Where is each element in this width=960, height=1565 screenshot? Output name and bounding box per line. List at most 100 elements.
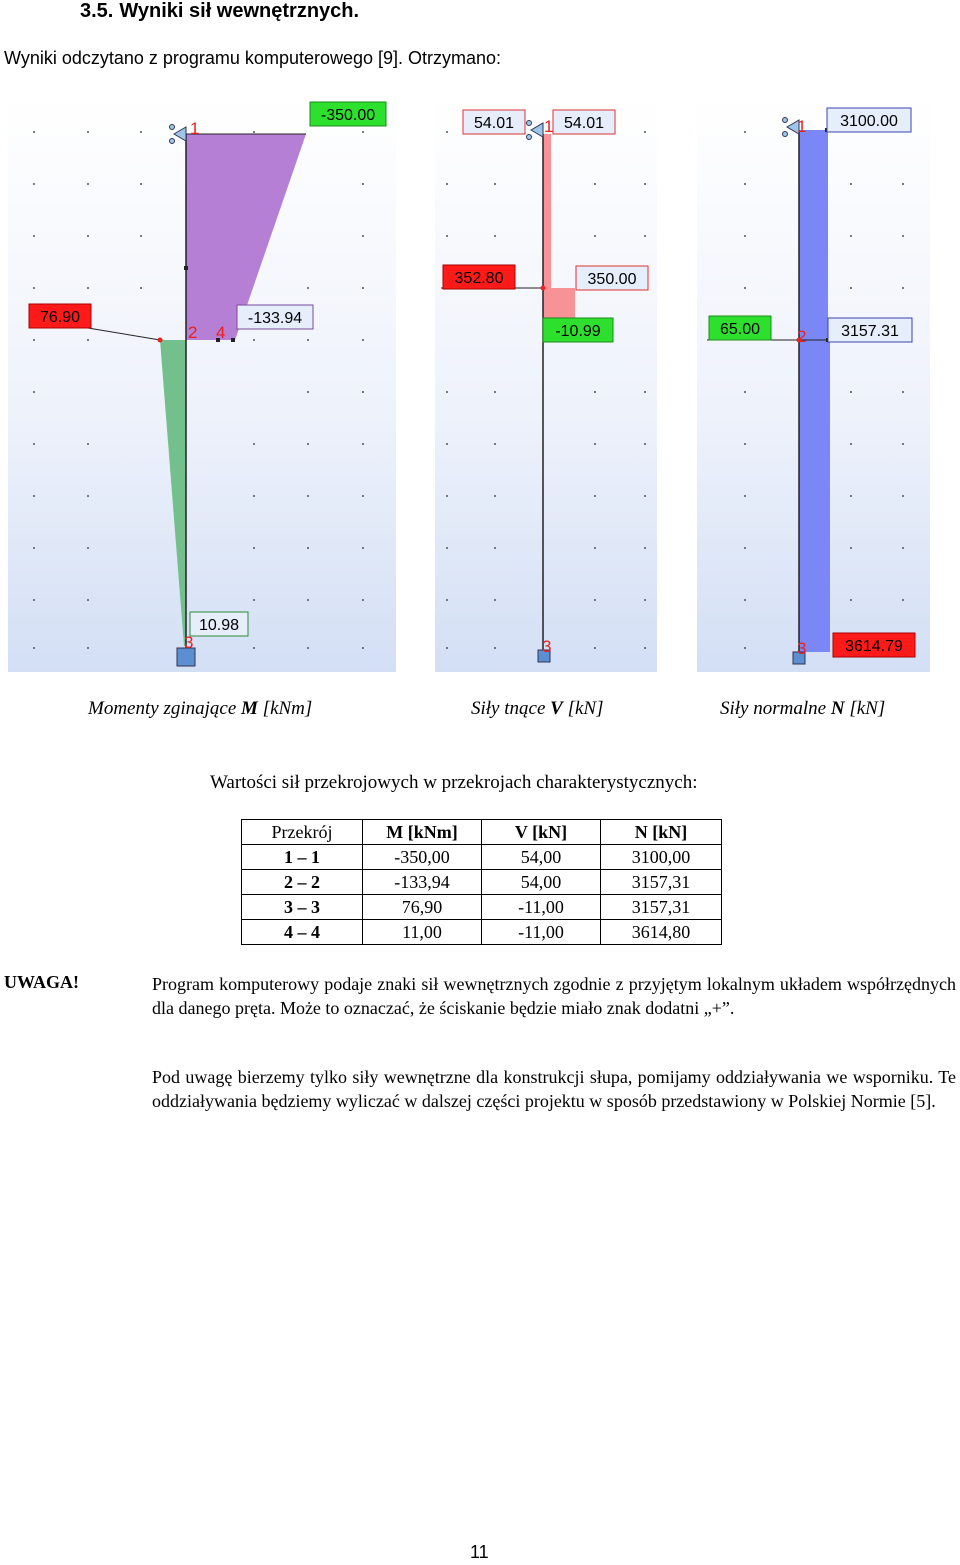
page-number: 11 (470, 1542, 489, 1562)
value-box (832, 632, 916, 658)
table-cell: 54,00 (481, 869, 601, 895)
value-box (575, 265, 649, 291)
table-cell: 3157,31 (600, 894, 722, 920)
node-marker (216, 338, 220, 342)
normal-bottom-value: 3614.79 (845, 638, 903, 655)
table-cell: 3614,80 (600, 919, 722, 945)
table-cell: 3100,00 (600, 844, 722, 870)
table-row: 2 – 2 -133,94 54,00 3157,31 (241, 869, 722, 895)
shear-upper-fill (543, 134, 551, 288)
node-label-1: 1 (797, 117, 806, 136)
moment-bottom-value: 10.98 (199, 617, 239, 634)
node-label-1: 1 (190, 119, 199, 138)
table-cell: 3 – 3 (241, 894, 363, 920)
value-box (542, 317, 614, 343)
value-box (28, 303, 92, 329)
shear-top-left-value: 54.01 (474, 115, 514, 132)
table-row: 4 – 4 11,00 -11,00 3614,80 (241, 919, 722, 945)
node-marker (231, 338, 235, 342)
value-box (309, 101, 387, 127)
table-header-row: Przekrój M [kNm] V [kN] N [kN] (241, 819, 722, 845)
note-paragraph-2: Pod uwagę bierzemy tylko siły wewnętrzne… (152, 1067, 956, 1111)
node-label-3: 3 (184, 633, 193, 652)
moment-diagram-panel: 1 2 4 3 -350.00 76.90 -133.94 10.98 (8, 96, 396, 672)
node-label-4: 4 (216, 323, 225, 342)
value-box (708, 315, 772, 341)
table-cell: 2 – 2 (241, 869, 363, 895)
table-cell: 1 – 1 (241, 844, 363, 870)
table-cell: 3157,31 (600, 869, 722, 895)
normal-upper-fill (799, 130, 828, 340)
shear-lower-value: -10.99 (555, 323, 600, 340)
fixed-support-icon (792, 651, 806, 665)
bracket-axis (87, 327, 161, 341)
moment-diagram: 1 2 4 3 -350.00 76.90 -133.94 10.98 (28, 101, 387, 667)
node-marker (796, 337, 802, 343)
node-label-2: 2 (188, 323, 197, 342)
section-number: 3.5. (80, 0, 114, 22)
shear-diagram: 1 3 54.01 54.01 352.80 350.00 -10.99 (441, 109, 649, 663)
value-box (552, 109, 616, 135)
normal-diagram-panel: 1 2 3 3100.00 65.00 3157.31 3614.79 (697, 96, 930, 672)
shear-mid-left-value: 352.80 (455, 270, 504, 287)
normal-diagram: 1 2 3 3100.00 65.00 3157.31 3614.79 (707, 107, 916, 665)
header-shear: V [kN] (481, 819, 601, 845)
caption-symbol: V (550, 698, 563, 719)
value-box (442, 264, 516, 290)
caption-unit: [kNm] (262, 698, 313, 719)
moment-left-value: 76.90 (40, 309, 80, 326)
node-label-3: 3 (797, 639, 806, 658)
normal-mid-right-value: 3157.31 (841, 323, 899, 340)
table-cell: 4 – 4 (241, 919, 363, 945)
table-cell: -133,94 (362, 869, 482, 895)
shear-diagram-panel: 1 3 54.01 54.01 352.80 350.00 -10.99 (435, 96, 657, 672)
support-icon (169, 124, 187, 144)
caption-symbol: N (830, 698, 845, 719)
fixed-support-icon (176, 647, 196, 667)
note-label: UWAGA! (4, 972, 79, 992)
table-cell: 54,00 (481, 844, 601, 870)
node-label-1: 1 (544, 117, 553, 136)
header-section: Przekrój (241, 819, 363, 845)
value-box (826, 107, 912, 133)
grid-dots (446, 131, 646, 649)
caption-text: Momenty zginające (88, 698, 237, 719)
section-title: Wyniki sił wewnętrznych. (119, 0, 360, 22)
shear-top-right-value: 54.01 (564, 115, 604, 132)
table-cell: 76,90 (362, 894, 482, 920)
moment-lower-fill (160, 340, 186, 646)
header-normal: N [kN] (600, 819, 722, 845)
value-box (462, 109, 526, 135)
node-marker (157, 337, 163, 343)
support-icon (782, 117, 800, 137)
value-box (236, 304, 314, 330)
section-heading: 3.5. Wyniki sił wewnętrznych. (80, 0, 359, 23)
table-cell: -11,00 (481, 919, 601, 945)
moment-top-value: -350.00 (321, 107, 375, 124)
caption-text: Siły tnące (471, 698, 546, 719)
note-paragraph-1: Program komputerowy podaje znaki sił wew… (152, 974, 956, 1018)
normal-mid-left-value: 65.00 (720, 321, 760, 338)
value-box (189, 611, 249, 637)
node-label-3: 3 (542, 637, 551, 656)
caption-symbol: M (241, 698, 258, 719)
caption-unit: [kN] (567, 698, 604, 719)
moment-upper-fill (186, 134, 306, 340)
table-cell: 11,00 (362, 919, 482, 945)
normal-lower-fill (799, 340, 830, 652)
value-box (827, 317, 913, 343)
moment-caption: Momenty zginające M [kNm] (88, 698, 312, 720)
table-cell: -11,00 (481, 894, 601, 920)
caption-unit: [kN] (849, 698, 886, 719)
header-moment: M [kNm] (362, 819, 482, 845)
table-row: 3 – 3 76,90 -11,00 3157,31 (241, 894, 722, 920)
intro-text: Wyniki odczytano z programu komputeroweg… (4, 48, 502, 68)
moment-right-value: -133.94 (248, 310, 302, 327)
fixed-support-icon (537, 649, 551, 663)
normal-top-value: 3100.00 (840, 113, 898, 130)
shear-caption: Siły tnące V [kN] (471, 698, 603, 720)
results-table: Przekrój M [kNm] V [kN] N [kN] 1 – 1 -35… (241, 819, 722, 945)
table-cell: -350,00 (362, 844, 482, 870)
support-icon (526, 120, 544, 140)
caption-text: Siły normalne (720, 698, 827, 719)
